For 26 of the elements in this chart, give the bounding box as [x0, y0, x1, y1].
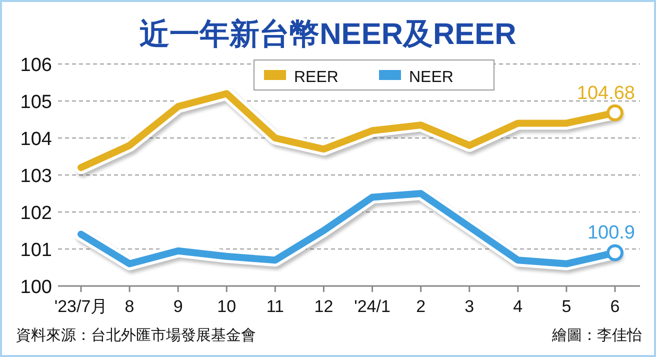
text: 繪圖：李佳怡: [551, 327, 642, 344]
annotation: 100.9: [587, 222, 635, 244]
y-tick-label: 101: [20, 240, 52, 261]
x-tick-label: 12: [314, 297, 334, 316]
x-tick-label: 2: [416, 297, 426, 316]
y-tick-label: 104: [20, 129, 52, 150]
y-tick-label: 100: [20, 277, 52, 298]
x-tick-label: 8: [124, 297, 134, 316]
legend-label: REER: [294, 69, 338, 86]
x-tick-label: 10: [217, 297, 236, 316]
chart-title: 近一年新台幣NEER及REER: [140, 17, 517, 51]
y-tick-label: 105: [20, 92, 52, 113]
source-note: 資料來源：台北外匯市場發展基金會: [16, 327, 256, 344]
x-tick-label: 4: [513, 297, 523, 316]
x-tick-label: '23/7月: [54, 297, 108, 316]
x-tick-label: 6: [610, 297, 620, 316]
annotation: 104.68: [576, 82, 635, 104]
y-tick-label: 102: [20, 203, 52, 224]
x-tick-label: '24/1: [354, 297, 390, 316]
x-tick-label: 9: [173, 297, 183, 316]
legend-label: NEER: [409, 69, 454, 86]
x-tick-label: 5: [562, 297, 572, 316]
y-tick-label: 106: [20, 55, 52, 76]
y-tick-label: 103: [20, 166, 52, 187]
x-tick-label: 11: [266, 297, 284, 316]
x-tick-label: 3: [464, 297, 474, 316]
